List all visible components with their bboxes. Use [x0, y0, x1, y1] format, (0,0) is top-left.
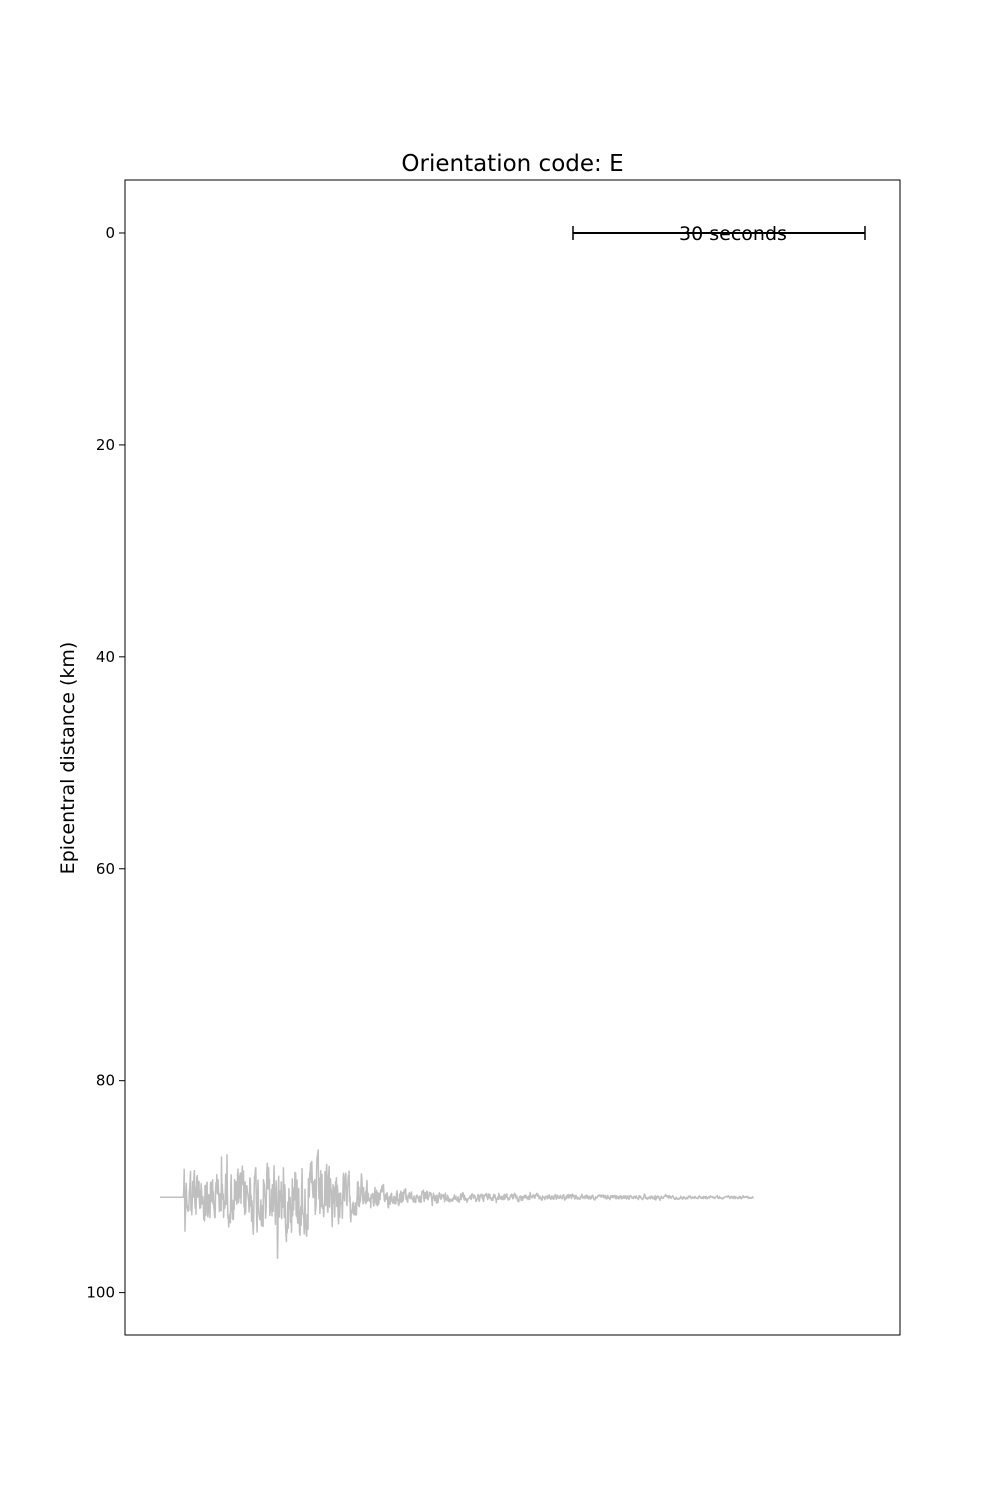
waveform-traces — [159, 1149, 755, 1259]
y-tick-label: 100 — [86, 1284, 115, 1302]
y-tick-label: 80 — [96, 1072, 115, 1090]
time-scale-bar: 30 seconds — [572, 223, 866, 245]
y-tick-label: 0 — [105, 224, 115, 242]
y-axis-ticks: 0 20 40 60 80 100 — [86, 224, 125, 1302]
y-tick-label: 20 — [96, 436, 115, 454]
scale-bar-label: 30 seconds — [679, 223, 787, 245]
chart-title: Orientation code: E — [401, 151, 623, 177]
y-tick-label: 60 — [96, 860, 115, 878]
y-axis-label: Epicentral distance (km) — [57, 642, 79, 875]
plot-area — [124, 179, 901, 1336]
y-tick-label: 40 — [96, 648, 115, 666]
waveform-trace — [159, 1149, 755, 1259]
